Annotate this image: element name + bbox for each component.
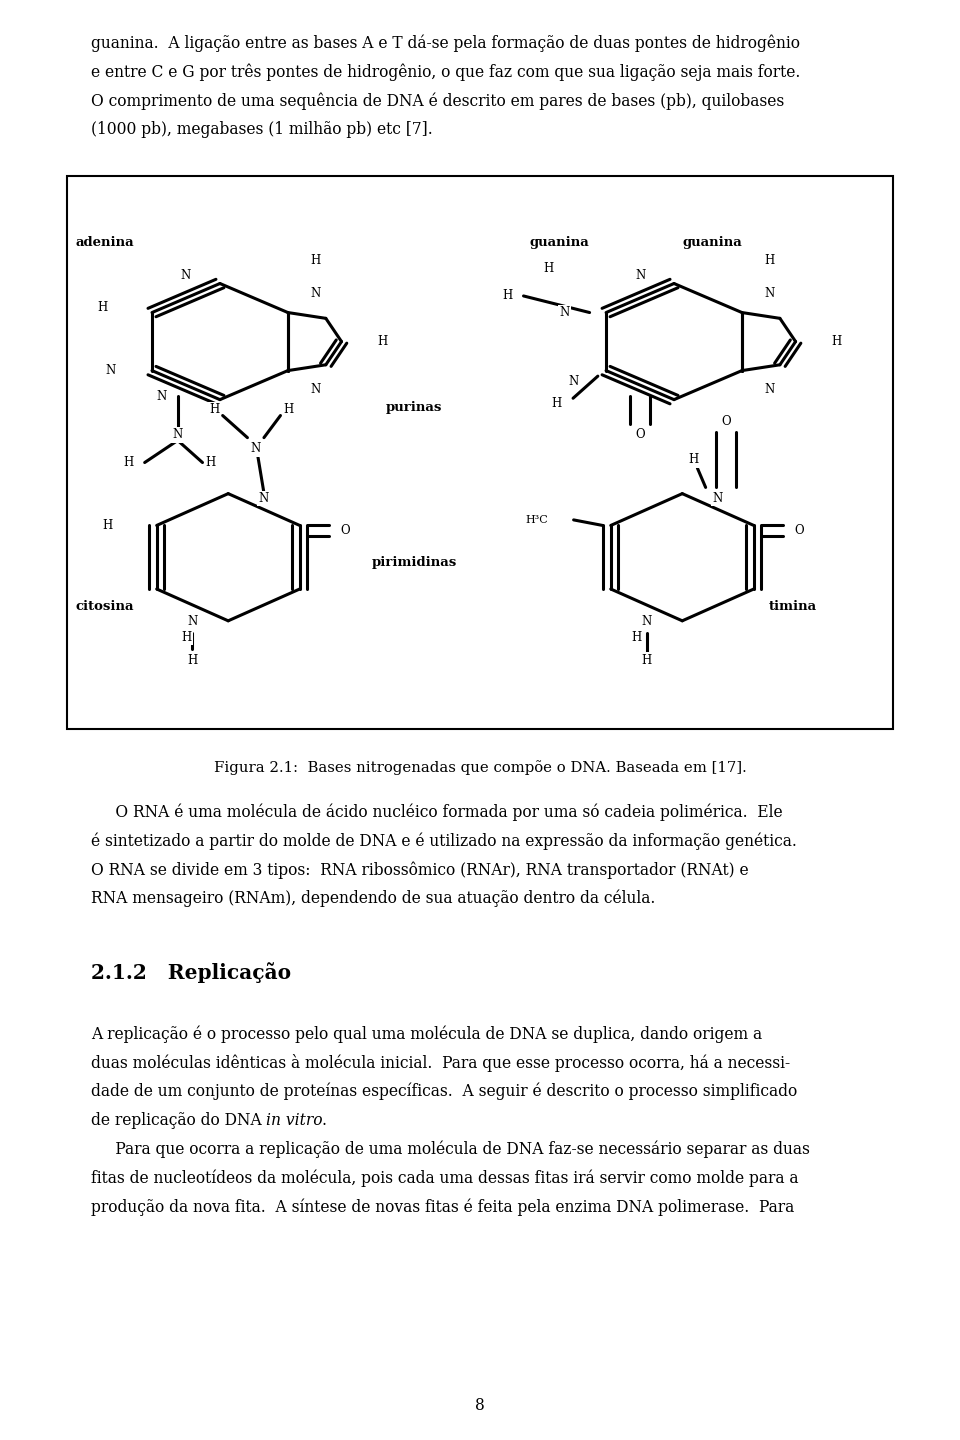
Text: N: N bbox=[251, 442, 261, 455]
Text: A replicação é o processo pelo qual uma molécula de DNA se duplica, dando origem: A replicação é o processo pelo qual uma … bbox=[91, 1025, 762, 1043]
Text: fitas de nucleotídeos da molécula, pois cada uma dessas fitas irá servir como mo: fitas de nucleotídeos da molécula, pois … bbox=[91, 1169, 799, 1187]
FancyBboxPatch shape bbox=[67, 176, 893, 729]
Text: N: N bbox=[156, 390, 166, 403]
Text: produção da nova fita.  A síntese de novas fitas é feita pela enzima DNA polimer: produção da nova fita. A síntese de nova… bbox=[91, 1198, 795, 1215]
Text: .: . bbox=[322, 1112, 326, 1129]
Text: H: H bbox=[123, 456, 133, 469]
Text: O: O bbox=[722, 415, 732, 428]
Text: duas moléculas idênticas à molécula inicial.  Para que esse processo ocorra, há : duas moléculas idênticas à molécula inic… bbox=[91, 1054, 790, 1073]
Text: N: N bbox=[259, 492, 269, 505]
Text: N: N bbox=[560, 307, 570, 320]
Text: H: H bbox=[102, 518, 112, 531]
Text: H: H bbox=[377, 336, 388, 348]
Text: O: O bbox=[794, 524, 804, 537]
Text: N: N bbox=[641, 615, 652, 628]
Text: H: H bbox=[641, 654, 652, 667]
Text: de replicação do DNA: de replicação do DNA bbox=[91, 1112, 267, 1129]
Text: citosina: citosina bbox=[76, 600, 134, 613]
Text: H: H bbox=[688, 454, 698, 467]
Text: guanina: guanina bbox=[683, 236, 742, 249]
Text: N: N bbox=[635, 269, 645, 282]
Text: N: N bbox=[568, 376, 578, 389]
Text: N: N bbox=[173, 428, 182, 442]
Text: H: H bbox=[181, 631, 192, 644]
Text: (1000 pb), megabases (1 milhão pb) etc [7].: (1000 pb), megabases (1 milhão pb) etc [… bbox=[91, 121, 433, 138]
Text: O RNA é uma molécula de ácido nucléico formada por uma só cadeia polimérica.  El: O RNA é uma molécula de ácido nucléico f… bbox=[91, 804, 782, 821]
Text: é sintetizado a partir do molde de DNA e é utilizado na expressão da informação : é sintetizado a partir do molde de DNA e… bbox=[91, 832, 797, 850]
Text: H: H bbox=[205, 456, 216, 469]
Text: RNA mensageiro (RNAm), dependendo de sua atuação dentro da célula.: RNA mensageiro (RNAm), dependendo de sua… bbox=[91, 890, 656, 907]
Text: H: H bbox=[632, 631, 642, 644]
Text: H: H bbox=[283, 403, 294, 416]
Text: Para que ocorra a replicação de uma molécula de DNA faz-se necessário separar as: Para que ocorra a replicação de uma molé… bbox=[91, 1140, 810, 1158]
Text: adenina: adenina bbox=[76, 236, 134, 249]
Text: O comprimento de uma sequência de DNA é descrito em pares de bases (pb), quiloba: O comprimento de uma sequência de DNA é … bbox=[91, 92, 784, 109]
Text: N: N bbox=[106, 364, 116, 377]
Text: O: O bbox=[636, 428, 645, 442]
Text: N: N bbox=[180, 269, 191, 282]
Text: N: N bbox=[310, 287, 321, 300]
Text: H: H bbox=[187, 654, 198, 667]
Text: N: N bbox=[310, 383, 321, 396]
Text: Figura 2.1:  Bases nitrogenadas que compõe o DNA. Baseada em [17].: Figura 2.1: Bases nitrogenadas que compõ… bbox=[214, 760, 746, 775]
Text: H: H bbox=[209, 403, 220, 416]
Text: N: N bbox=[713, 492, 723, 505]
Text: N: N bbox=[187, 615, 198, 628]
Text: H: H bbox=[831, 336, 842, 348]
Text: dade de um conjunto de proteínas específicas.  A seguir é descrito o processo si: dade de um conjunto de proteínas específ… bbox=[91, 1083, 798, 1100]
Text: H³C: H³C bbox=[525, 516, 548, 526]
Text: O RNA se divide em 3 tipos:  RNA ribossômico (RNAr), RNA transportador (RNAt) e: O RNA se divide em 3 tipos: RNA ribossôm… bbox=[91, 861, 749, 878]
Text: H: H bbox=[543, 262, 553, 275]
Text: pirimidinas: pirimidinas bbox=[372, 556, 457, 569]
Text: purinas: purinas bbox=[386, 402, 443, 415]
Text: guanina.  A ligação entre as bases A e T dá-se pela formação de duas pontes de h: guanina. A ligação entre as bases A e T … bbox=[91, 35, 801, 52]
Text: H: H bbox=[97, 301, 108, 314]
Text: timina: timina bbox=[769, 600, 817, 613]
Text: in vitro: in vitro bbox=[266, 1112, 323, 1129]
Text: O: O bbox=[340, 524, 349, 537]
Text: N: N bbox=[764, 287, 775, 300]
Text: e entre C e G por três pontes de hidrogênio, o que faz com que sua ligação seja : e entre C e G por três pontes de hidrogê… bbox=[91, 63, 801, 81]
Text: 2.1.2   Replicação: 2.1.2 Replicação bbox=[91, 962, 291, 982]
Text: H: H bbox=[551, 397, 562, 410]
Text: H: H bbox=[502, 289, 512, 302]
Text: guanina: guanina bbox=[530, 236, 589, 249]
Text: H: H bbox=[310, 253, 321, 266]
Text: 8: 8 bbox=[475, 1397, 485, 1414]
Text: H: H bbox=[764, 253, 775, 266]
Text: N: N bbox=[764, 383, 775, 396]
